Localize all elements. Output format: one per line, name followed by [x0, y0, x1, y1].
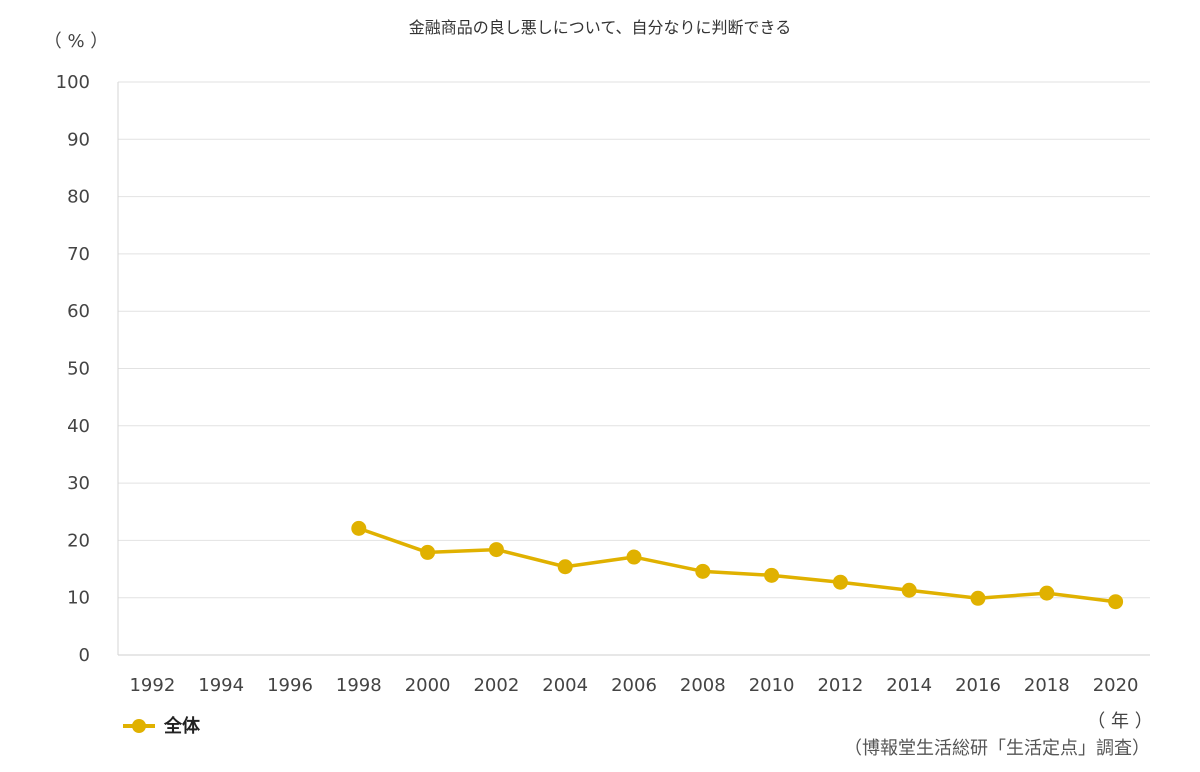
x-tick-label: 1992 — [129, 675, 175, 696]
x-tick-label: 1996 — [267, 675, 313, 696]
legend: 全体 — [123, 715, 201, 737]
series — [351, 520, 1124, 610]
y-tick-label: 30 — [67, 473, 90, 494]
data-point-2006 — [626, 549, 642, 565]
x-tick-label: 2000 — [405, 675, 451, 696]
data-point-2000 — [420, 544, 436, 560]
x-tick-label: 2016 — [955, 675, 1001, 696]
data-point-2008 — [695, 563, 711, 579]
y-tick-label: 60 — [67, 301, 90, 322]
data-point-2012 — [832, 574, 848, 590]
x-tick-label: 2020 — [1093, 675, 1139, 696]
chart-title: 金融商品の良し悪しについて、自分なりに判断できる — [409, 18, 791, 37]
y-tick-label: 50 — [67, 359, 90, 380]
x-tick-label: 1994 — [198, 675, 244, 696]
y-tick-label: 10 — [67, 588, 90, 609]
data-point-2010 — [764, 567, 780, 583]
y-tick-label: 0 — [79, 645, 90, 666]
y-axis-unit-label: （ % ） — [44, 31, 109, 52]
x-tick-label: 2002 — [473, 675, 519, 696]
x-tick-label: 2010 — [749, 675, 795, 696]
data-point-2020 — [1108, 594, 1124, 610]
data-point-2002 — [488, 542, 504, 558]
legend-label: 全体 — [163, 715, 201, 737]
y-tick-label: 40 — [67, 416, 90, 437]
y-tick-label: 20 — [67, 530, 90, 551]
y-tick-label: 100 — [56, 72, 90, 93]
series-line — [357, 526, 1118, 604]
y-tick-label: 90 — [67, 129, 90, 150]
x-tick-label: 2008 — [680, 675, 726, 696]
x-tick-label: 2004 — [542, 675, 588, 696]
axes: 0 10 20 30 40 50 60 70 80 90 100 1992 1994 1996 1998 20… — [56, 72, 1139, 696]
x-tick-label: 1998 — [336, 675, 382, 696]
legend-marker-swatch — [132, 719, 146, 733]
data-point-2004 — [557, 559, 573, 575]
y-tick-label: 80 — [67, 187, 90, 208]
data-point-2014 — [901, 582, 917, 598]
x-tick-label: 2012 — [817, 675, 863, 696]
x-tick-label: 2018 — [1024, 675, 1070, 696]
data-point-2018 — [1039, 585, 1055, 601]
x-axis-unit-label: （ 年 ） — [1087, 711, 1152, 732]
gridlines — [118, 81, 1150, 656]
y-tick-label: 70 — [67, 244, 90, 265]
data-point-2016 — [970, 590, 986, 606]
x-tick-label: 2006 — [611, 675, 657, 696]
data-point-1998 — [351, 520, 367, 536]
source-note: （博報堂生活総研「生活定点」調査） — [844, 738, 1150, 759]
x-tick-label: 2014 — [886, 675, 932, 696]
